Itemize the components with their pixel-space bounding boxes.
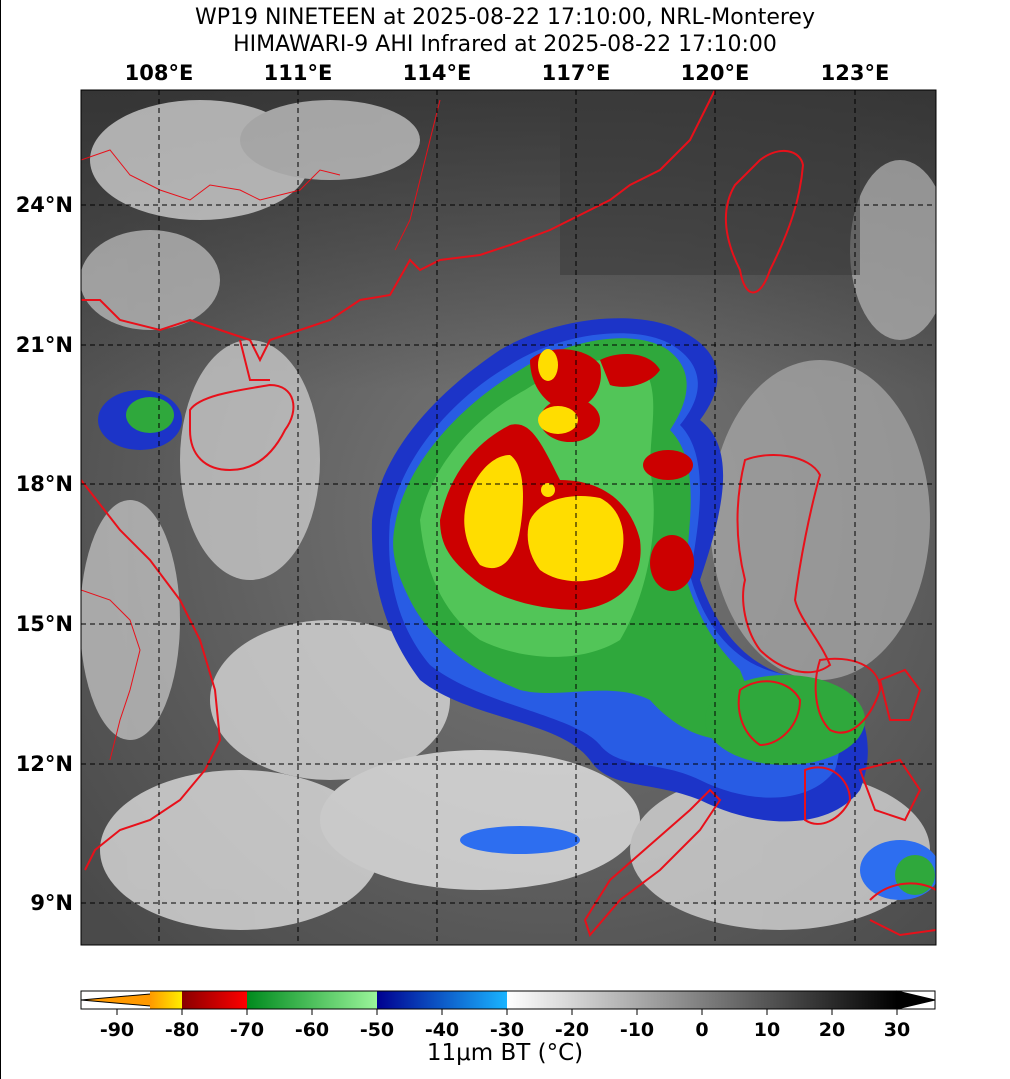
colorbar-segment xyxy=(507,991,897,1009)
lat-label: 9°N xyxy=(30,891,73,915)
page-border xyxy=(0,0,1,1079)
colorbar-tick-label: -60 xyxy=(295,1019,329,1041)
lon-label: 117°E xyxy=(542,61,611,85)
lon-label: 114°E xyxy=(403,61,472,85)
lon-label: 120°E xyxy=(681,61,750,85)
lat-label: 21°N xyxy=(16,333,73,357)
colorbar-tick-label: 20 xyxy=(819,1019,845,1041)
colorbar-tick-label: 30 xyxy=(884,1019,910,1041)
colorbar-tick-label: -50 xyxy=(360,1019,394,1041)
colorbar-frame xyxy=(80,990,936,1010)
colorbar-segment xyxy=(182,991,247,1009)
colorbar-segment xyxy=(377,991,507,1009)
colorbar-tick-label: -10 xyxy=(620,1019,654,1041)
coastlines xyxy=(81,90,936,937)
colorbar-tick-label: -80 xyxy=(165,1019,199,1041)
colorbar-tick-label: 10 xyxy=(754,1019,780,1041)
colorbar-tick-label: 0 xyxy=(695,1019,708,1041)
colorbar-label: 11μm BT (°C) xyxy=(426,1040,584,1066)
colorbar-tick-label: -40 xyxy=(425,1019,459,1041)
satellite-map xyxy=(81,90,936,945)
colorbar-segment xyxy=(247,991,377,1009)
lon-label: 108°E xyxy=(125,61,194,85)
storm-cloud-system xyxy=(98,318,936,900)
lat-label: 18°N xyxy=(16,472,73,496)
colorbar: -90 -80 -70 -60 -50 -40 -30 -20 -10 0 10 20 30 xyxy=(80,990,936,1041)
colorbar-segment xyxy=(150,991,182,1009)
colorbar-extend-high xyxy=(896,990,936,1010)
lon-label: 111°E xyxy=(264,61,333,85)
colorbar-tick-label: -70 xyxy=(230,1019,264,1041)
colorbar-tick-label: -20 xyxy=(555,1019,589,1041)
cloud-cover xyxy=(81,100,936,930)
colorbar-tick-label: -90 xyxy=(100,1019,134,1041)
lon-label: 123°E xyxy=(821,61,890,85)
lat-label: 24°N xyxy=(16,193,73,217)
map-frame xyxy=(80,89,937,946)
colorbar-tick-label: -30 xyxy=(490,1019,524,1041)
longitude-labels: 108°E 111°E 114°E 117°E 120°E 123°E xyxy=(125,61,890,85)
title-line-1: WP19 NINETEEN at 2025-08-22 17:10:00, NR… xyxy=(195,5,815,30)
gridlines xyxy=(81,90,936,945)
lat-label: 15°N xyxy=(16,612,73,636)
latitude-labels: 24°N 21°N 18°N 15°N 12°N 9°N xyxy=(16,193,73,915)
lat-label: 12°N xyxy=(16,752,73,776)
title-line-2: HIMAWARI-9 AHI Infrared at 2025-08-22 17… xyxy=(233,32,777,57)
